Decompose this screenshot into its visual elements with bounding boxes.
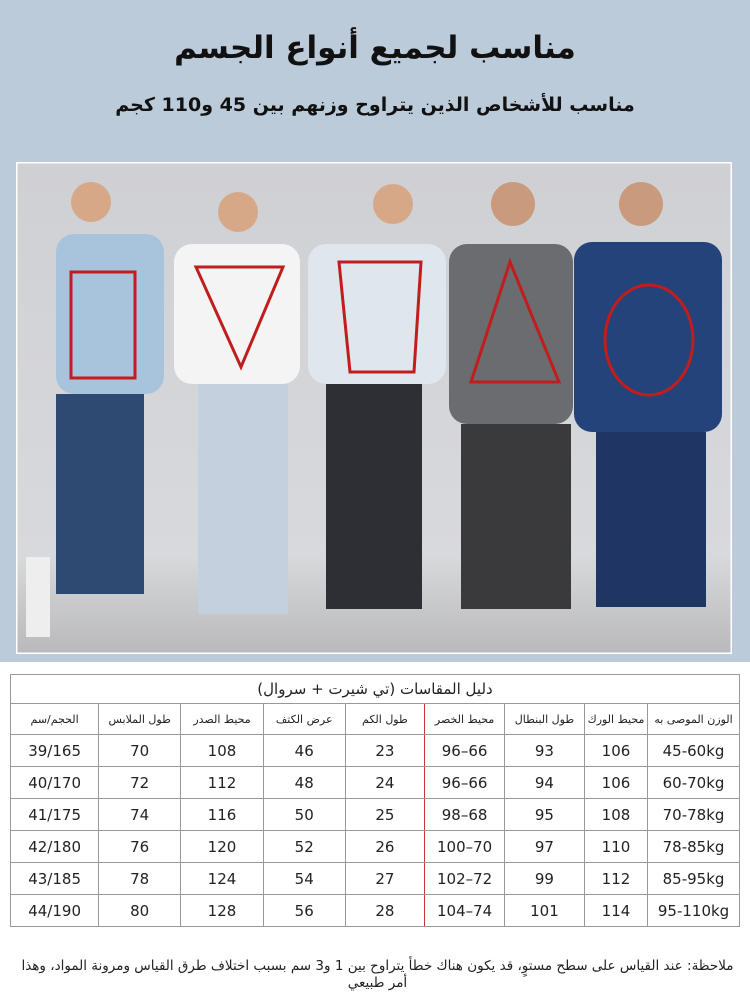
table-cell: 46: [262, 734, 346, 767]
table-row: 70-78kg 108 95 68–98 25 50 116 74 41/175: [9, 798, 740, 831]
column-header: طول الملابس: [98, 703, 182, 735]
photo: [16, 162, 732, 654]
table-cell: 66–96: [424, 734, 505, 767]
note: ملاحظة: عند القياس على سطح مستوٍ، قد يكو…: [21, 958, 734, 991]
caption-row: دليل المقاسات (تي شيرت + سروال): [10, 674, 740, 704]
size-table: دليل المقاسات (تي شيرت + سروال) الوزن الم…: [9, 674, 740, 927]
table-cell: 108: [180, 734, 264, 767]
column-header: طول الكم: [344, 703, 426, 735]
subtitle: مناسب للأشخاص الذين يتراوح وزنهم بين 45 …: [115, 94, 635, 116]
table-cell: 128: [180, 894, 264, 927]
table-cell: 116: [180, 798, 264, 831]
table-cell: 42/180: [9, 830, 100, 863]
person: [574, 182, 722, 607]
table-cell: 28: [344, 894, 426, 927]
table-cell: 114: [583, 894, 649, 927]
table-cell: 78-85kg: [647, 830, 740, 863]
table-cell: 44/190: [9, 894, 100, 927]
table-cell: 99: [504, 862, 585, 895]
column-header: محيط الخصر: [424, 703, 505, 735]
column-header: الحجم/سم: [9, 703, 100, 735]
table-cell: 74–104: [424, 894, 505, 927]
table-cell: 66–96: [424, 766, 505, 799]
title: مناسب لجميع أنواع الجسم: [174, 30, 576, 66]
table-cell: 25: [344, 798, 426, 831]
table-cell: 76: [98, 830, 182, 863]
table-cell: 24: [344, 766, 426, 799]
table-cell: 95: [504, 798, 585, 831]
table-cell: 40/170: [9, 766, 100, 799]
table-caption: دليل المقاسات (تي شيرت + سروال): [10, 674, 740, 704]
person: [449, 182, 573, 609]
table-cell: 95-110kg: [647, 894, 740, 927]
table-cell: 106: [583, 734, 649, 767]
table-cell: 110: [583, 830, 649, 863]
table-cell: 93: [504, 734, 585, 767]
table-cell: 54: [262, 862, 346, 895]
table-cell: 106: [583, 766, 649, 799]
column-header: الوزن الموصى به: [647, 703, 740, 735]
table-row: 60-70kg 106 94 66–96 24 48 112 72 40/170: [9, 766, 740, 799]
table-row: 45-60kg 106 93 66–96 23 46 108 70 39/165: [9, 734, 740, 767]
table-row: 85-95kg 112 99 72–102 27 54 124 78 43/185: [9, 862, 740, 895]
table-cell: 112: [180, 766, 264, 799]
column-header: محيط الورك: [583, 703, 649, 735]
table-row: 78-85kg 110 97 70–100 26 52 120 76 42/180: [9, 830, 740, 863]
table-cell: 39/165: [9, 734, 100, 767]
table-cell: 120: [180, 830, 264, 863]
table-cell: 101: [504, 894, 585, 927]
table-cell: 41/175: [9, 798, 100, 831]
table-cell: 85-95kg: [647, 862, 740, 895]
table-cell: 74: [98, 798, 182, 831]
person: [174, 192, 300, 614]
table-cell: 45-60kg: [647, 734, 740, 767]
table-cell: 94: [504, 766, 585, 799]
column-header: محيط الصدر: [180, 703, 264, 735]
table-cell: 124: [180, 862, 264, 895]
table-cell: 70-78kg: [647, 798, 740, 831]
table-cell: 112: [583, 862, 649, 895]
table-cell: 108: [583, 798, 649, 831]
table-cell: 43/185: [9, 862, 100, 895]
table-cell: 27: [344, 862, 426, 895]
table-cell: 52: [262, 830, 346, 863]
person: [26, 182, 164, 637]
table-cell: 56: [262, 894, 346, 927]
table-cell: 50: [262, 798, 346, 831]
table-cell: 26: [344, 830, 426, 863]
column-header: عرض الكتف: [262, 703, 346, 735]
table-cell: 23: [344, 734, 426, 767]
person: [308, 184, 446, 609]
table-cell: 68–98: [424, 798, 505, 831]
table-cell: 78: [98, 862, 182, 895]
table-cell: 72–102: [424, 862, 505, 895]
table-cell: 80: [98, 894, 182, 927]
table-cell: 72: [98, 766, 182, 799]
table-row: 95-110kg 114 101 74–104 28 56 128 80 44/190: [9, 894, 740, 927]
table-cell: 97: [504, 830, 585, 863]
table-cell: 48: [262, 766, 346, 799]
table-cell: 60-70kg: [647, 766, 740, 799]
header-row: الوزن الموصى به محيط الورك طول البنطال محيط…: [9, 703, 740, 735]
table-cell: 70–100: [424, 830, 505, 863]
table-cell: 70: [98, 734, 182, 767]
column-header: طول البنطال: [504, 703, 585, 735]
